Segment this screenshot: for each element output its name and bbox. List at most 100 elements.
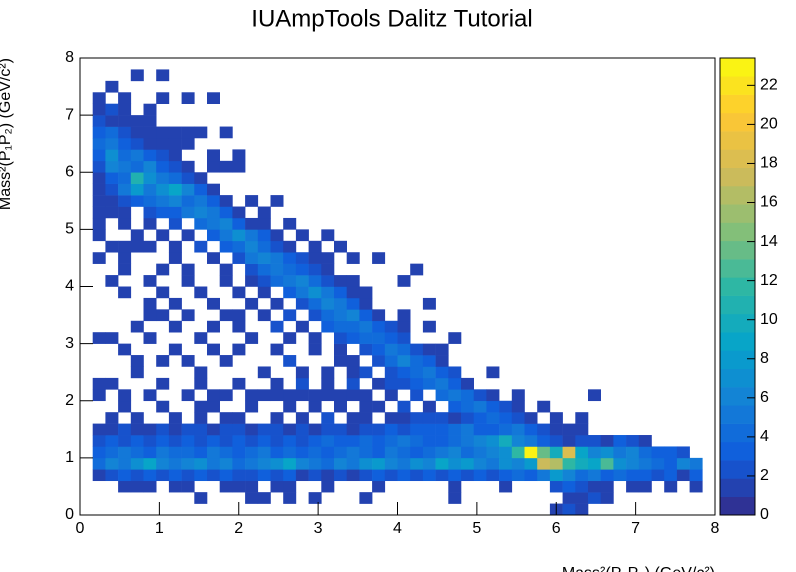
cell [156,309,170,322]
cell [207,435,220,447]
cell [156,206,170,219]
cell [181,457,195,470]
cell [130,160,144,173]
cell [410,366,424,379]
cell [92,217,106,230]
cell [168,217,182,230]
cell [664,469,678,482]
cell [410,423,424,436]
x-tick-label: 7 [631,520,640,537]
cell [372,435,386,447]
cell [346,435,360,447]
cell [130,457,144,470]
cell [334,343,347,356]
cell [651,457,665,470]
cell [295,446,309,459]
cell [422,377,436,390]
colorbar-tick-label: 20 [760,116,778,133]
colorbar-band [720,277,755,296]
cell [168,137,182,150]
cell [308,400,322,413]
cell [346,297,360,310]
cell [245,275,259,287]
cell [372,377,386,390]
cell [384,320,398,333]
cell [181,446,195,459]
cell [181,160,195,173]
cell [359,286,373,299]
cell [130,126,144,139]
colorbar-band [720,222,755,242]
cell [435,377,449,390]
cell [461,412,474,424]
cell [92,389,106,402]
cell [321,389,335,402]
cell [448,332,462,344]
cell [283,217,297,230]
cell [473,457,487,470]
colorbar-tick-label: 12 [760,272,778,289]
cell [486,400,500,413]
cell [308,286,322,299]
cell [638,457,652,470]
cell [524,469,538,482]
cell [270,297,284,310]
cell [130,366,144,379]
cell [270,469,284,482]
cell [92,195,106,207]
cell [270,320,284,333]
cell [118,457,132,470]
cell [435,412,449,424]
cell [334,320,347,333]
cell [219,309,233,322]
cell [334,389,347,402]
cell [524,457,538,470]
cell [194,469,208,482]
cell [359,492,373,504]
cell [207,229,220,242]
cell [245,332,259,344]
cell [346,412,360,424]
cell [156,229,170,242]
cell [105,275,119,287]
cell [232,206,246,219]
cell [384,412,398,424]
cell [105,172,119,184]
colorbar-tick-label: 6 [760,389,769,406]
cell [664,480,678,493]
cell [130,423,144,436]
cell [118,92,132,104]
cell [257,435,271,447]
cell [334,400,347,413]
colorbar-band [720,76,755,95]
cell [143,126,157,139]
cell [321,435,335,447]
cell [295,389,309,402]
cell [537,457,551,470]
cell [283,286,297,299]
colorbar-band [720,204,755,223]
cell [105,457,119,470]
x-tick-label: 4 [393,520,402,537]
cell [384,389,398,402]
cell [410,457,424,470]
cell [448,435,462,447]
cell [270,343,284,356]
colorbar-band [720,131,755,150]
cell [219,412,233,424]
cell [92,435,106,447]
cell [257,469,271,482]
cell [130,69,144,82]
cell [143,206,157,219]
y-tick-label: 4 [65,278,74,295]
cell [181,423,195,436]
cell [105,195,119,207]
cell [257,492,271,504]
cell [105,115,119,127]
cell [257,389,271,402]
cell [295,457,309,470]
cell [448,366,462,379]
cell [130,320,144,333]
cell [575,503,589,516]
cell [207,457,220,470]
